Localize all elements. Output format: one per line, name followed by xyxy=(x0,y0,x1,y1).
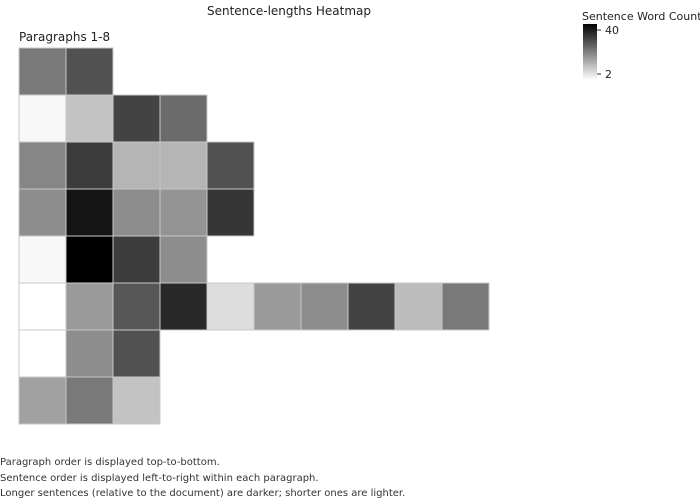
heatmap-cell-p3-s2 xyxy=(65,141,114,190)
heatmap-cell-p5-s1 xyxy=(18,235,67,284)
legend-gradient-bar xyxy=(583,24,597,80)
heatmap-cell-p1-s2 xyxy=(65,47,114,96)
heatmap-cell-p2-s3 xyxy=(112,94,161,143)
legend-max-label: 40 xyxy=(605,24,619,37)
heatmap-cell-p3-s3 xyxy=(112,141,161,190)
heatmap-cell-p2-s1 xyxy=(18,94,67,143)
heatmap-cell-p6-s3 xyxy=(112,282,161,331)
heatmap-cell-p5-s2 xyxy=(65,235,114,284)
heatmap-cell-p4-s1 xyxy=(18,188,67,237)
heatmap-cell-p6-s9 xyxy=(394,282,443,331)
heatmap-cell-p4-s5 xyxy=(206,188,255,237)
heatmap-cell-p2-s2 xyxy=(65,94,114,143)
heatmap-cell-p7-s3 xyxy=(112,329,161,378)
legend-title: Sentence Word Counts xyxy=(582,10,700,23)
heatmap-cell-p4-s3 xyxy=(112,188,161,237)
heatmap-cell-p8-s2 xyxy=(65,376,114,425)
heatmap-cell-p3-s4 xyxy=(159,141,208,190)
legend: Sentence Word Counts 40 2 xyxy=(582,10,700,81)
heatmap-cell-p6-s2 xyxy=(65,282,114,331)
legend-min-label: 2 xyxy=(605,68,612,81)
heatmap-cell-p1-s1 xyxy=(18,47,67,96)
heatmap-cell-p8-s3 xyxy=(112,376,161,425)
heatmap-cell-p6-s8 xyxy=(347,282,396,331)
heatmap-cell-p4-s2 xyxy=(65,188,114,237)
heatmap-cell-p6-s7 xyxy=(300,282,349,331)
heatmap-cell-p7-s2 xyxy=(65,329,114,378)
footnote-shading: Longer sentences (relative to the docume… xyxy=(0,488,405,499)
paragraphs-label: Paragraphs 1-8 xyxy=(19,30,110,44)
heatmap-cell-p3-s1 xyxy=(18,141,67,190)
footnote-paragraph-order: Paragraph order is displayed top-to-bott… xyxy=(0,457,220,468)
heatmap-cell-p4-s4 xyxy=(159,188,208,237)
heatmap-cell-p2-s4 xyxy=(159,94,208,143)
heatmap-cell-p6-s1 xyxy=(18,282,67,331)
heatmap-cell-p8-s1 xyxy=(18,376,67,425)
heatmap-cell-p6-s6 xyxy=(253,282,302,331)
heatmap-cell-p6-s4 xyxy=(159,282,208,331)
footnote-sentence-order: Sentence order is displayed left-to-righ… xyxy=(0,473,319,484)
chart-title: Sentence-lengths Heatmap xyxy=(207,4,371,18)
heatmap-cell-p5-s4 xyxy=(159,235,208,284)
heatmap-cell-p5-s3 xyxy=(112,235,161,284)
heatmap-cell-p7-s1 xyxy=(18,329,67,378)
heatmap-cells xyxy=(18,47,490,425)
heatmap-cell-p3-s5 xyxy=(206,141,255,190)
heatmap-cell-p6-s10 xyxy=(441,282,490,331)
footnotes: Paragraph order is displayed top-to-bott… xyxy=(0,457,405,499)
heatmap-cell-p6-s5 xyxy=(206,282,255,331)
